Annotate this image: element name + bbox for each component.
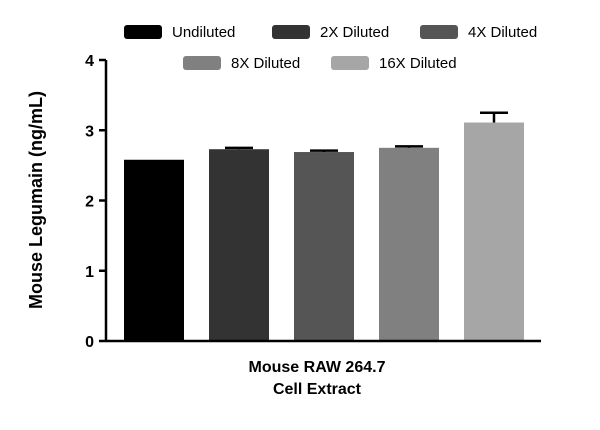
x-axis-label-line-2: Cell Extract [273, 381, 362, 398]
y-tick-label: 2 [85, 194, 94, 211]
legend: Undiluted 2X Diluted 4X Diluted 8X Diluted 1… [124, 24, 537, 72]
legend-label: 4X Diluted [468, 24, 537, 41]
bar-undiluted [124, 159, 184, 341]
x-axis-label-line-1: Mouse RAW 264.7 [249, 359, 386, 376]
y-axis: 0 1 2 3 4 [85, 53, 108, 351]
y-tick-label: 0 [85, 334, 94, 351]
bar-16x-diluted [464, 122, 524, 342]
legend-label: Undiluted [172, 24, 235, 41]
legend-item: 16X Diluted [331, 55, 457, 72]
error-bars-group [225, 111, 508, 153]
bar-8x-diluted [379, 147, 439, 341]
legend-item: 8X Diluted [183, 55, 300, 72]
legend-item: Undiluted [124, 24, 235, 41]
y-tick-label: 3 [85, 123, 94, 140]
legend-label: 16X Diluted [379, 55, 457, 72]
legend-swatch [272, 25, 310, 39]
legend-label: 8X Diluted [231, 55, 300, 72]
bar-2x-diluted [209, 149, 269, 341]
bar-4x-diluted [294, 152, 354, 341]
legend-swatch [420, 25, 458, 39]
legend-swatch [331, 56, 369, 70]
y-tick-label: 4 [85, 53, 94, 70]
legend-swatch [183, 56, 221, 70]
bars-group [124, 122, 524, 342]
legend-label: 2X Diluted [320, 24, 389, 41]
legend-item: 4X Diluted [420, 24, 537, 41]
legend-item: 2X Diluted [272, 24, 389, 41]
y-axis-label: Mouse Legumain (ng/mL) [26, 91, 46, 309]
y-tick-label: 1 [85, 264, 94, 281]
legend-swatch [124, 25, 162, 39]
